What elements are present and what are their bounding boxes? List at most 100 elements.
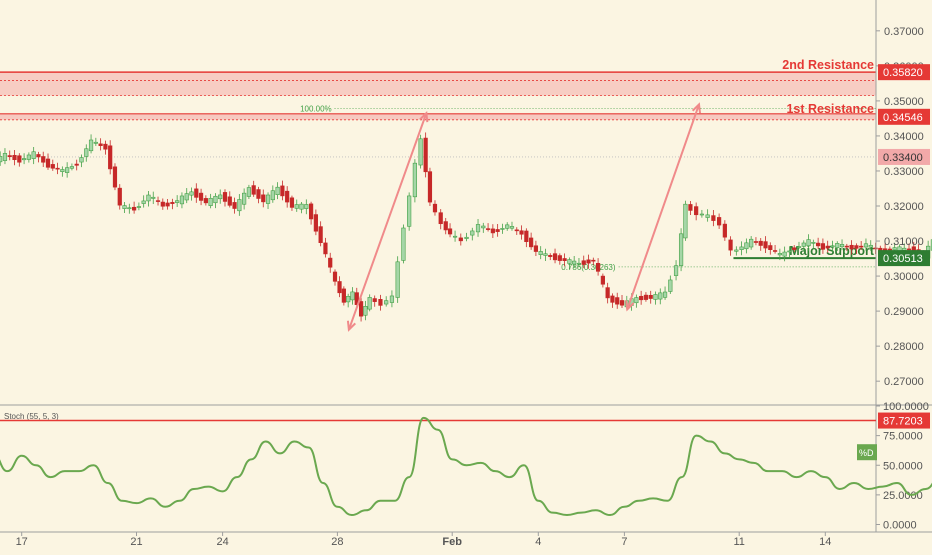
candle-body: [423, 137, 428, 173]
candle-body: [88, 139, 94, 152]
candle-body: [127, 207, 132, 210]
candle-body: [673, 265, 679, 276]
candle-body: [711, 215, 716, 221]
candle-body: [572, 260, 577, 265]
candle-body: [401, 227, 406, 261]
candle-body: [739, 246, 744, 251]
candle-body: [688, 204, 693, 211]
resistance-2-price-tag-box: [878, 64, 930, 81]
candle-body: [653, 294, 658, 300]
candle-body: [538, 251, 543, 255]
candle-body: [136, 206, 141, 208]
candle-body: [816, 242, 821, 247]
candle-body: [117, 187, 122, 206]
stoch-label: Stoch (55, 5, 3): [4, 412, 59, 421]
candle-body: [251, 185, 256, 195]
candle-body: [198, 192, 204, 201]
candle-body: [318, 226, 323, 243]
candle-body: [213, 195, 218, 204]
candle-body: [165, 202, 170, 207]
candle-body: [643, 294, 649, 300]
candle-body: [218, 194, 223, 200]
projection-arrow-tail: [346, 320, 356, 332]
candle-body: [242, 192, 247, 205]
candle-body: [151, 196, 156, 199]
candle-body: [849, 244, 854, 250]
candle-body: [648, 294, 653, 299]
candle-body: [906, 248, 912, 251]
candle-body: [299, 203, 304, 210]
candle-body: [495, 229, 500, 232]
candle-body: [768, 245, 773, 250]
candle-body: [533, 245, 539, 252]
candle-body: [678, 233, 684, 266]
candle-body: [610, 295, 615, 303]
price-tick-label: 0.30000: [884, 271, 924, 283]
candle-body: [868, 244, 873, 248]
stoch-d-line: [0, 416, 932, 517]
candle-body: [208, 197, 213, 206]
candle-body: [801, 242, 806, 247]
candle-body: [363, 306, 368, 316]
stoch-tick-label: 50.0000: [883, 460, 923, 472]
candle-body: [222, 192, 228, 202]
candle-body: [792, 247, 797, 250]
price-tick-label: 0.27000: [884, 376, 924, 388]
candle-body: [658, 292, 663, 300]
candle-body: [728, 239, 733, 251]
candle-body: [717, 217, 722, 226]
candle-body: [820, 243, 826, 250]
price-tick-label: 0.31000: [884, 236, 924, 248]
candle-body: [179, 195, 185, 205]
candle-body: [524, 230, 529, 243]
candle-body: [447, 228, 453, 235]
candle-body: [505, 224, 510, 229]
candle-body: [509, 226, 515, 229]
time-tick-label: 11: [733, 536, 744, 548]
candle-body: [839, 244, 845, 248]
stoch-tick-label: 100.0000: [883, 401, 929, 413]
candle-body: [683, 203, 688, 239]
candle-body: [758, 240, 763, 246]
candle-body: [280, 185, 285, 197]
stoch-overbought-tag-box: [878, 412, 930, 429]
candle-body: [304, 204, 309, 209]
candle-body: [418, 138, 423, 166]
candle-body: [170, 202, 175, 204]
candle-body: [341, 288, 346, 303]
candle-body: [141, 200, 146, 204]
stoch-tick-label: 25.0000: [883, 490, 923, 502]
resistance-1-title: 1st Resistance: [786, 102, 874, 116]
candle-body: [31, 151, 36, 159]
candle-body: [367, 297, 372, 310]
time-tick-label: Feb: [442, 536, 462, 548]
candle-body: [407, 195, 412, 227]
candle-body: [384, 300, 389, 305]
candle-body: [74, 163, 79, 166]
candle-body: [146, 194, 151, 202]
candle-body: [60, 169, 65, 172]
candle-body: [122, 205, 127, 209]
candle-body: [112, 166, 118, 188]
candle-body: [514, 229, 519, 232]
candle-body: [662, 291, 668, 298]
candle-body: [452, 235, 458, 238]
candle-body: [438, 212, 443, 225]
candle-body: [490, 228, 495, 234]
candle-body: [79, 157, 84, 163]
candle-body: [227, 196, 232, 206]
resistance-zone-1: [0, 113, 876, 120]
candle-body: [308, 203, 314, 220]
price-tick-label: 0.29000: [884, 306, 924, 318]
candle-body: [562, 258, 567, 261]
resistance-2-title: 2nd Resistance: [782, 58, 874, 72]
candle-body: [772, 250, 778, 252]
candle-body: [378, 299, 383, 306]
candle-body: [328, 257, 333, 268]
projection-arrow-tail: [625, 300, 635, 312]
price-tick-label: 0.33000: [884, 166, 924, 178]
candle-body: [372, 298, 377, 302]
candle-body: [98, 143, 103, 146]
candle-body: [21, 158, 27, 161]
candle-body: [412, 162, 417, 198]
